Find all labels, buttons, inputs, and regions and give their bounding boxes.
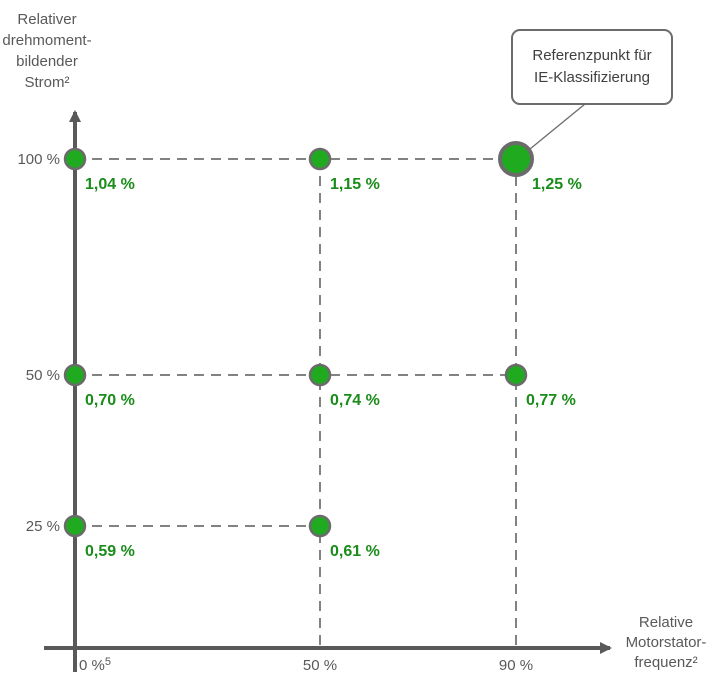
value-label: 0,74 %: [330, 392, 380, 409]
value-label: 0,61 %: [330, 543, 380, 560]
callout-box: [511, 29, 673, 105]
labels: Relativer drehmoment-bildender Strom² Relat…: [2, 11, 706, 674]
y-tick-label: 50 %: [26, 367, 60, 384]
value-label: 1,04 %: [85, 176, 135, 193]
value-label: 1,15 %: [330, 176, 380, 193]
value-label: 0,59 %: [85, 543, 135, 560]
x-tick-label: 0 %5: [79, 656, 111, 674]
data-point: [504, 363, 528, 387]
axes: [44, 110, 612, 672]
x-axis-title: Relative Motorstator-frequenz²: [626, 614, 707, 671]
data-point: [308, 514, 332, 538]
reference-point: [498, 141, 534, 177]
value-label: 0,77 %: [526, 392, 576, 409]
y-tick-label: 100 %: [17, 151, 60, 168]
callout-text: Referenzpunkt für IE-Klassifizierung: [532, 47, 651, 86]
x-tick-label: 50 %: [303, 657, 337, 674]
data-point: [63, 514, 87, 538]
callout-leader-line: [529, 103, 586, 150]
data-points: [63, 141, 534, 538]
data-point: [63, 363, 87, 387]
data-point: [308, 363, 332, 387]
grid-lines: [75, 158, 517, 648]
data-point: [63, 147, 87, 171]
value-label: 0,70 %: [85, 392, 135, 409]
data-point: [308, 147, 332, 171]
x-tick-label: 90 %: [499, 657, 533, 674]
value-label: 1,25 %: [532, 176, 582, 193]
y-axis-title: Relativer drehmoment-bildender Strom²: [2, 11, 91, 91]
y-tick-label: 25 %: [26, 518, 60, 535]
